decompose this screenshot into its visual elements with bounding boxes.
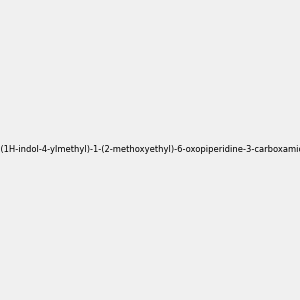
Text: N-(1H-indol-4-ylmethyl)-1-(2-methoxyethyl)-6-oxopiperidine-3-carboxamide: N-(1H-indol-4-ylmethyl)-1-(2-methoxyethy… bbox=[0, 146, 300, 154]
